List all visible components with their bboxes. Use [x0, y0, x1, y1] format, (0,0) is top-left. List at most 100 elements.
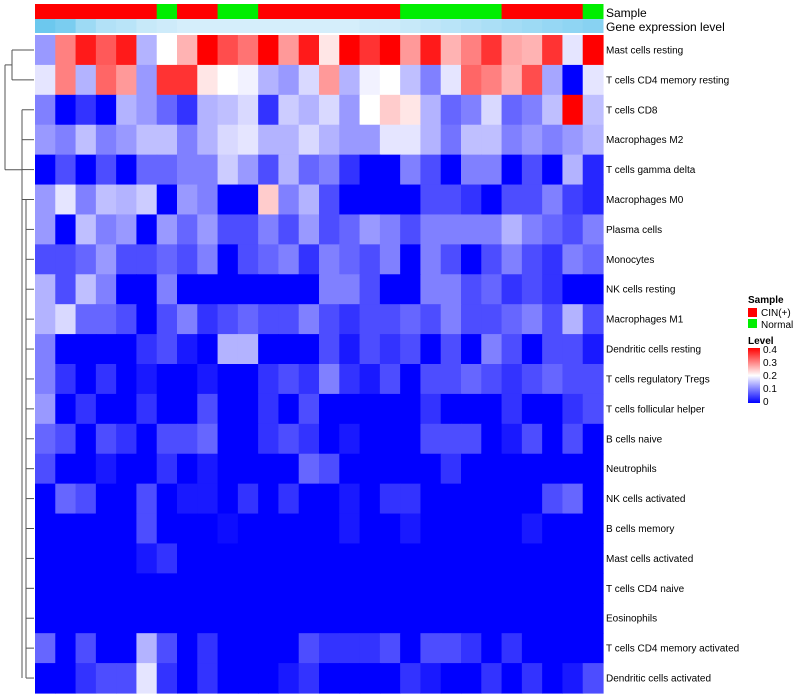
sample-cell — [298, 4, 320, 19]
heatmap-cell — [440, 244, 462, 275]
heatmap-cell — [420, 393, 442, 425]
expression-cell — [75, 19, 97, 33]
heatmap-cell — [400, 663, 422, 694]
heatmap-cell — [521, 573, 543, 604]
level-tick-0: 0 — [763, 397, 769, 408]
heatmap-cell — [562, 94, 584, 126]
heatmap-cell — [55, 334, 77, 365]
heatmap-cell — [440, 64, 462, 96]
sample-cell — [156, 4, 178, 19]
heatmap-cell — [278, 423, 300, 455]
heatmap-cell — [582, 64, 604, 96]
heatmap-cell — [156, 633, 178, 664]
heatmap-cell — [339, 663, 361, 694]
heatmap-cell — [319, 124, 340, 156]
heatmap-cell — [521, 633, 543, 664]
heatmap-cell — [461, 214, 482, 245]
heatmap-cell — [319, 64, 340, 96]
heatmap-cell — [136, 184, 158, 216]
heatmap-cell — [319, 453, 340, 485]
heatmap-cell — [521, 214, 543, 245]
heatmap-cell — [95, 423, 117, 455]
heatmap-cell — [542, 35, 564, 66]
heatmap-cell — [55, 274, 77, 305]
heatmap-cell — [359, 124, 381, 156]
heatmap-cell — [237, 334, 259, 365]
heatmap-cell — [359, 94, 381, 126]
heatmap-cell — [55, 154, 77, 186]
heatmap-cell — [319, 393, 340, 425]
heatmap-cell — [237, 633, 259, 664]
heatmap-cell — [298, 483, 320, 515]
sample-cell — [542, 4, 563, 19]
sample-cell — [95, 4, 117, 19]
heatmap-cell — [420, 334, 442, 365]
heatmap-cell — [440, 124, 462, 156]
heatmap-cell — [379, 124, 401, 156]
heatmap-cell — [521, 274, 543, 305]
row-dendrogram — [4, 49, 34, 679]
heatmap-cell — [156, 663, 178, 694]
heatmap-cell — [440, 154, 462, 186]
heatmap-cell — [582, 304, 604, 335]
heatmap-cell — [542, 154, 564, 186]
heatmap-cell — [55, 94, 77, 126]
heatmap-cell — [278, 274, 300, 305]
heatmap-cell — [177, 154, 198, 186]
heatmap-cell — [95, 94, 117, 126]
heatmap-cell — [542, 663, 564, 694]
heatmap-cell — [217, 214, 239, 245]
heatmap-cell — [319, 184, 340, 216]
expression-cell — [298, 19, 320, 33]
heatmap-cell — [75, 603, 97, 634]
expression-cell — [237, 19, 259, 33]
heatmap-cell — [582, 244, 604, 275]
expression-cell — [177, 19, 198, 33]
heatmap-cell — [339, 393, 361, 425]
row-label: Monocytes — [606, 255, 654, 266]
sample-cell — [55, 4, 77, 19]
heatmap-cell — [542, 633, 564, 664]
heatmap-cell — [217, 423, 239, 455]
expression-cell — [35, 19, 56, 33]
heatmap-cell — [278, 244, 300, 275]
heatmap-cell — [35, 453, 56, 485]
legend-label-cin: CIN(+) — [761, 308, 791, 319]
heatmap-cell — [278, 543, 300, 574]
heatmap-cell — [75, 124, 97, 156]
heatmap-cell — [116, 513, 138, 545]
heatmap-cell — [136, 154, 158, 186]
heatmap-cell — [237, 513, 259, 545]
heatmap-cell — [298, 423, 320, 455]
heatmap-cell — [116, 35, 138, 66]
heatmap-cell — [217, 184, 239, 216]
heatmap-cell — [582, 603, 604, 634]
heatmap-cell — [197, 513, 219, 545]
heatmap-cell — [237, 64, 259, 96]
heatmap-cell — [217, 124, 239, 156]
heatmap-cell — [177, 244, 198, 275]
heatmap-cell — [562, 64, 584, 96]
heatmap-cell — [359, 35, 381, 66]
level-tick-0-4: 0.4 — [763, 345, 777, 356]
expression-cell — [542, 19, 563, 33]
heatmap-cell — [521, 513, 543, 545]
heatmap-cell — [298, 334, 320, 365]
heatmap-cell — [55, 35, 77, 66]
heatmap-cell — [501, 154, 523, 186]
heatmap-cell — [542, 94, 564, 126]
heatmap-cell — [136, 633, 158, 664]
heatmap-cell — [298, 154, 320, 186]
expression-cell — [521, 19, 543, 33]
heatmap-cell — [278, 513, 300, 545]
heatmap-cell — [339, 184, 361, 216]
row-label: B cells memory — [606, 524, 674, 535]
heatmap-cell — [582, 513, 604, 545]
heatmap-cell — [420, 513, 442, 545]
heatmap-cell — [237, 244, 259, 275]
heatmap-cell — [55, 603, 77, 634]
heatmap-cell — [258, 603, 280, 634]
heatmap-cell — [75, 154, 97, 186]
heatmap-cell — [379, 364, 401, 395]
heatmap-cell — [136, 513, 158, 545]
